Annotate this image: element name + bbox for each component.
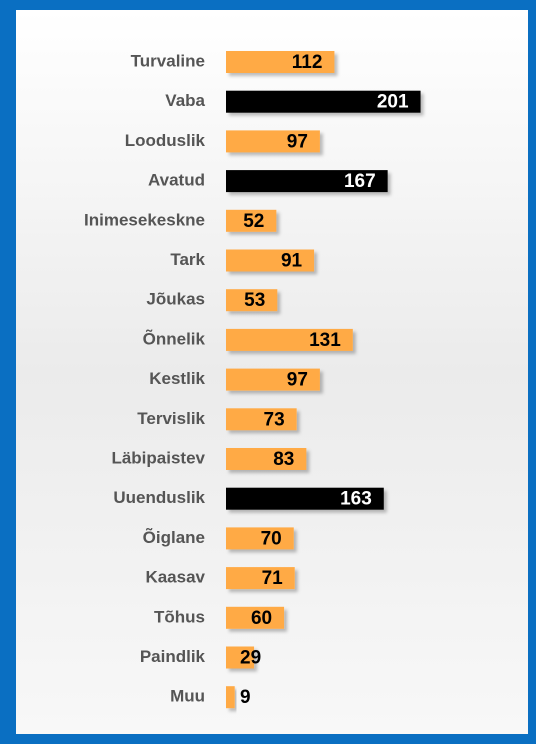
category-label: Turvaline (131, 51, 205, 70)
value-label: 201 (377, 92, 409, 113)
bar (226, 408, 297, 431)
bar (226, 567, 295, 590)
bar (226, 289, 278, 312)
category-label: Jõukas (146, 290, 205, 309)
value-label: 9 (240, 687, 251, 708)
category-label: Tõhus (154, 607, 205, 626)
bar (226, 527, 294, 550)
bar (226, 90, 421, 113)
category-label: Läbipaistev (111, 448, 205, 467)
bar (226, 368, 320, 391)
bar (226, 209, 277, 232)
category-label: Uuenduslik (113, 488, 205, 507)
bar (226, 487, 384, 510)
value-label: 83 (273, 449, 294, 470)
value-label: 163 (340, 489, 372, 510)
category-label: Paindlik (140, 647, 206, 666)
value-label: 71 (262, 568, 284, 589)
category-label: Tervislik (137, 409, 205, 428)
bar (226, 606, 285, 629)
bar (226, 51, 335, 73)
value-label: 53 (244, 290, 265, 311)
bar (226, 686, 235, 709)
category-label: Kestlik (149, 369, 205, 388)
value-label: 112 (292, 52, 323, 73)
category-label: Õnnelik (143, 328, 206, 348)
category-label: Muu (170, 687, 205, 706)
category-label: Õiglane (143, 527, 205, 547)
category-label: Inimesekeskne (84, 210, 205, 229)
value-label: 52 (243, 211, 264, 232)
bar (226, 170, 388, 193)
value-label: 131 (309, 330, 341, 351)
value-label: 167 (344, 171, 376, 192)
bar (226, 328, 353, 351)
category-label: Looduslik (125, 131, 206, 150)
value-label: 29 (240, 648, 261, 669)
category-label: Tark (170, 250, 205, 269)
value-label: 97 (287, 370, 308, 391)
category-label: Kaasav (145, 568, 205, 587)
bar (226, 249, 315, 272)
bar (226, 130, 320, 153)
value-label: 97 (287, 131, 308, 152)
value-label: 70 (261, 528, 282, 549)
category-label: Avatud (148, 171, 205, 190)
value-label: 73 (264, 409, 285, 430)
bar (226, 646, 255, 669)
value-label: 60 (251, 608, 272, 629)
category-label: Vaba (165, 91, 205, 110)
bar (226, 448, 307, 470)
value-label: 91 (281, 251, 303, 272)
